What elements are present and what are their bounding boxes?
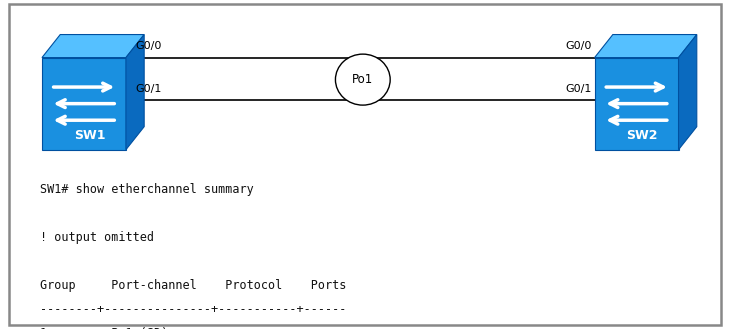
Text: 1         Po1 (SD)                    -: 1 Po1 (SD) - bbox=[40, 327, 318, 329]
Polygon shape bbox=[594, 35, 696, 58]
FancyBboxPatch shape bbox=[9, 4, 721, 325]
Polygon shape bbox=[594, 58, 679, 150]
Text: SW2: SW2 bbox=[626, 129, 658, 142]
Text: Po1: Po1 bbox=[352, 73, 374, 86]
Text: Group     Port-channel    Protocol    Ports: Group Port-channel Protocol Ports bbox=[40, 279, 347, 292]
Ellipse shape bbox=[335, 54, 390, 105]
Text: G0/1: G0/1 bbox=[565, 84, 591, 94]
Text: G0/0: G0/0 bbox=[565, 41, 591, 51]
Text: SW1: SW1 bbox=[74, 129, 105, 142]
Text: --------+---------------+-----------+------: --------+---------------+-----------+---… bbox=[40, 303, 347, 316]
Polygon shape bbox=[126, 35, 145, 150]
Polygon shape bbox=[679, 35, 696, 150]
Text: G0/1: G0/1 bbox=[135, 84, 161, 94]
Polygon shape bbox=[42, 58, 126, 150]
Text: G0/0: G0/0 bbox=[135, 41, 161, 51]
Text: SW1# show etherchannel summary: SW1# show etherchannel summary bbox=[40, 183, 254, 196]
Text: ! output omitted: ! output omitted bbox=[40, 231, 154, 244]
Polygon shape bbox=[42, 35, 145, 58]
